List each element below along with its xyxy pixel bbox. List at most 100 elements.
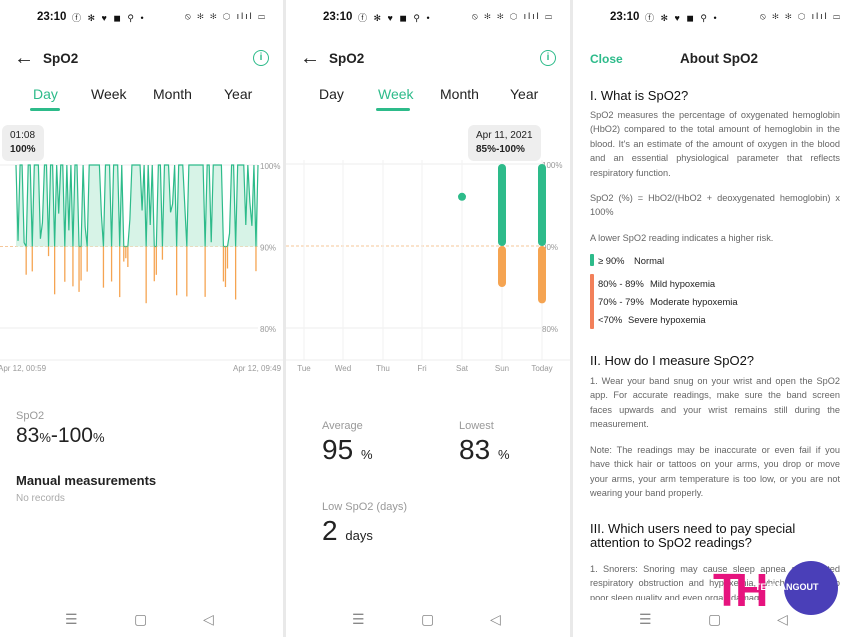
manual-measurements-title: Manual measurements (16, 473, 157, 488)
y-tick-label: 100% (260, 162, 280, 171)
tab-week[interactable]: Week (91, 86, 127, 102)
section-3-title: III. Which users need to pay special att… (590, 521, 796, 550)
section-1-title: I. What is SpO2? (590, 88, 689, 103)
low-days-label: Low SpO2 (days) (322, 501, 407, 513)
x-tick-label: Wed (335, 364, 351, 373)
close-button[interactable]: Close (590, 52, 623, 66)
y-tick-label: 100% (542, 161, 562, 170)
y-tick-label: 80% (542, 325, 558, 334)
home-nav-icon[interactable]: ▢ (134, 611, 148, 627)
tooltip-range: 85%-100% (476, 144, 525, 155)
page-title: SpO2 (329, 51, 365, 66)
header: Close About SpO2 (573, 44, 858, 74)
section-3-paragraph-1: 1. Snorers: Snoring may cause sleep apne… (590, 564, 840, 600)
status-bar: 23:10 ⓕ ✻ ♥ ◼ ⚲ • ⦸ ✻ ✻ ⬡ ılıl ▭ (573, 0, 858, 34)
back-arrow-icon[interactable]: ← (14, 47, 34, 69)
tab-underline (376, 108, 410, 111)
y-tick-label: 80% (260, 325, 276, 334)
tab-month[interactable]: Month (440, 86, 479, 102)
average-value: 95 % (322, 434, 373, 465)
watermark-circle (784, 561, 838, 615)
home-nav-icon[interactable]: ▢ (421, 611, 435, 627)
x-tick-label: Sun (495, 364, 509, 373)
section-2-paragraph-1: 1. Wear your band snug on your wrist and… (590, 376, 840, 430)
bar-normal (538, 164, 546, 246)
hypoxemia-color-bar (590, 274, 594, 329)
status-bar: 23:10 ⓕ ✻ ♥ ◼ ⚲ • ⦸ ✻ ✻ ⬡ ılıl ▭ (0, 0, 283, 34)
menu-nav-icon[interactable]: ☰ (352, 611, 365, 627)
section-1-formula: SpO2 (%) = HbO2/(HbO2 + deoxygenated hem… (590, 193, 840, 218)
x-tick-label: Apr 12, 00:59 (0, 364, 47, 373)
x-tick-label: Sat (456, 364, 469, 373)
tab-month[interactable]: Month (153, 86, 192, 102)
period-tabs: Day Week Month Year (286, 84, 570, 114)
menu-nav-icon[interactable]: ☰ (639, 611, 652, 627)
section-1-paragraph-1: SpO2 measures the percentage of oxygenat… (590, 110, 840, 178)
bar-low (538, 246, 546, 304)
lowest-value: 83 % (459, 434, 510, 465)
section-1-risk-note: A lower SpO2 reading indicates a higher … (590, 233, 774, 243)
x-tick-label: Apr 12, 09:49 (233, 364, 282, 373)
nav-bar: ☰ ▢ ◁ (573, 603, 858, 637)
week-spo2-chart[interactable]: 100% 90% 80% Tue Wed Thu Fri Sat Sun Today (286, 0, 570, 380)
back-nav-icon[interactable]: ◁ (777, 611, 788, 627)
status-left-icons: ⓕ ✻ ♥ ◼ ⚲ • (72, 13, 146, 23)
bar-low (498, 246, 506, 287)
status-time: 23:10 (37, 11, 67, 23)
no-records-text: No records (16, 493, 65, 504)
menu-nav-icon[interactable]: ☰ (65, 611, 78, 627)
tooltip-value: 100% (10, 144, 36, 155)
nav-bar: ☰ ▢ ◁ (286, 603, 570, 637)
header: ← SpO2 i (286, 44, 570, 74)
tab-year[interactable]: Year (224, 86, 253, 102)
chart-tooltip: Apr 11, 2021 85%-100% (468, 125, 541, 161)
chart-tooltip: 01:08 100% (2, 125, 44, 161)
about-spo2-screen: 23:10 ⓕ ✻ ♥ ◼ ⚲ • ⦸ ✻ ✻ ⬡ ılıl ▭ Close A… (573, 0, 858, 637)
low-days-value: 2 days (322, 515, 373, 546)
normal-color-bar (590, 254, 594, 266)
home-nav-icon[interactable]: ▢ (708, 611, 722, 627)
summary-value: 83%-100% (16, 424, 105, 447)
back-nav-icon[interactable]: ◁ (490, 611, 501, 627)
section-2-title: II. How do I measure SpO2? (590, 353, 755, 368)
back-nav-icon[interactable]: ◁ (203, 611, 214, 627)
status-right-icons: ⦸ ✻ ✻ ⬡ ılıl ▭ (184, 11, 267, 21)
legend-normal: ≥ 90% Normal (598, 255, 665, 266)
tooltip-date: Apr 11, 2021 (476, 130, 533, 141)
status-right-icons: ⦸ ✻ ✻ ⬡ ılıl ▭ (759, 11, 842, 21)
spo2-week-screen: 23:10 ⓕ ✻ ♥ ◼ ⚲ • ⦸ ✻ ✻ ⬡ ılıl ▭ ← SpO2 … (286, 0, 570, 637)
info-icon[interactable]: i (540, 50, 556, 66)
tab-week[interactable]: Week (378, 86, 414, 102)
page-title: SpO2 (43, 51, 79, 66)
data-point (458, 192, 466, 201)
legend-moderate: 70% - 79% Moderate hypoxemia (598, 296, 738, 307)
x-tick-label: Fri (417, 364, 427, 373)
period-tabs: Day Week Month Year (0, 84, 283, 114)
info-icon[interactable]: i (253, 50, 269, 66)
y-tick-label: 90% (260, 244, 276, 253)
tab-day[interactable]: Day (33, 86, 58, 102)
summary-label: SpO2 (16, 410, 45, 422)
average-label: Average (322, 420, 363, 432)
lowest-label: Lowest (459, 420, 494, 432)
status-left-icons: ⓕ ✻ ♥ ◼ ⚲ • (358, 13, 432, 23)
tab-day[interactable]: Day (319, 86, 344, 102)
status-time: 23:10 (610, 11, 640, 23)
status-left-icons: ⓕ ✻ ♥ ◼ ⚲ • (645, 13, 719, 23)
techangout-logo: TH (713, 564, 768, 616)
page-title: About SpO2 (680, 51, 758, 66)
watermark-text: TECHANGOUT (755, 582, 819, 592)
y-tick-label: 90% (542, 243, 558, 252)
header: ← SpO2 i (0, 44, 283, 74)
tab-year[interactable]: Year (510, 86, 539, 102)
day-spo2-chart[interactable]: 100% 90% 80% Apr 12, 00:59 Apr 12, 09:49 (0, 0, 283, 380)
x-tick-label: Tue (297, 364, 311, 373)
legend-severe: <70% Severe hypoxemia (598, 314, 706, 325)
status-right-icons: ⦸ ✻ ✻ ⬡ ılıl ▭ (471, 11, 554, 21)
nav-bar: ☰ ▢ ◁ (0, 603, 283, 637)
x-tick-label: Thu (376, 364, 390, 373)
bar-normal (498, 164, 506, 246)
legend-mild: 80% - 89% Mild hypoxemia (598, 278, 716, 289)
back-arrow-icon[interactable]: ← (300, 47, 320, 69)
tab-underline (30, 108, 60, 111)
